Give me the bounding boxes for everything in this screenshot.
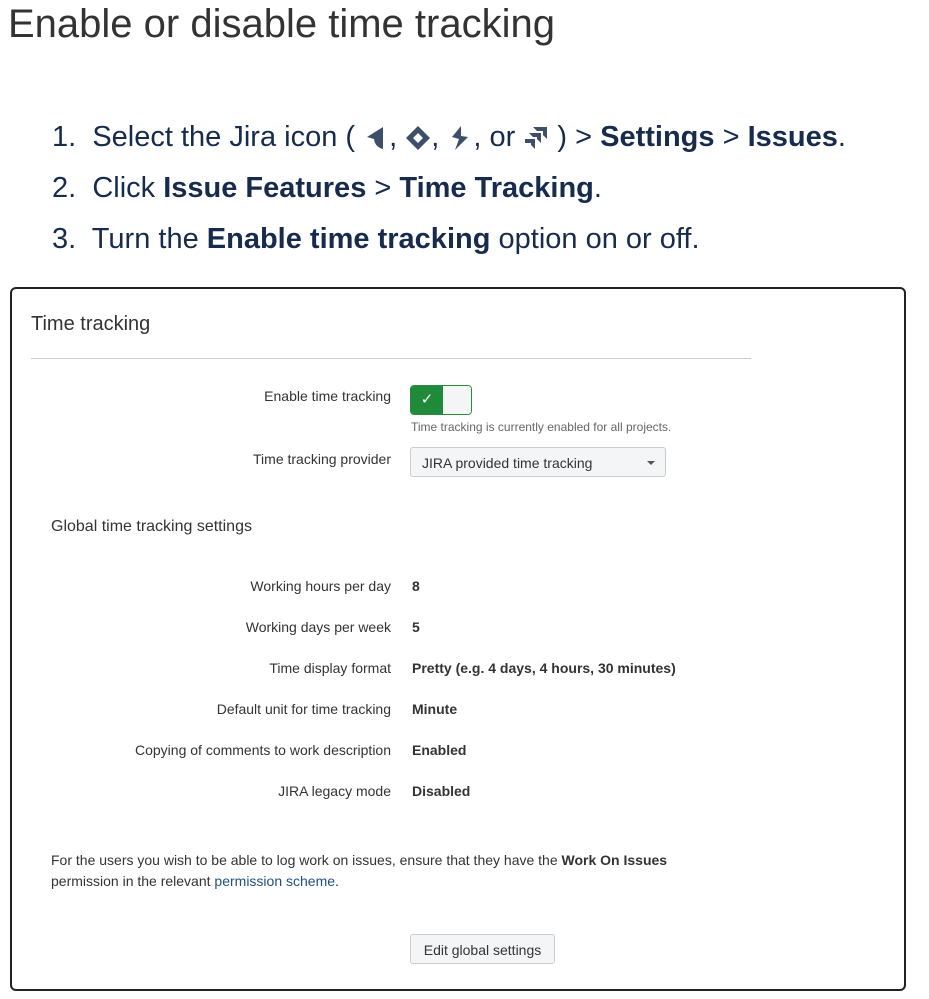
enable-help-text: Time tracking is currently enabled for a… <box>411 420 672 434</box>
time-tracking-screenshot: Time tracking Enable time tracking ✓ Tim… <box>10 287 906 991</box>
provider-value: JIRA provided time tracking <box>422 455 593 471</box>
setting-label: Working hours per day <box>250 578 391 594</box>
toggle-knob <box>443 386 471 414</box>
enable-option-label: Enable time tracking <box>206 223 491 255</box>
jira-core-icon <box>452 126 469 151</box>
jira-service-desk-icon <box>406 126 431 151</box>
setting-label: Copying of comments to work description <box>135 742 391 758</box>
step-3: 3. Turn the Enable time tracking option … <box>52 216 846 267</box>
step-2: 2. Click Issue Features > Time Tracking. <box>52 165 846 216</box>
setting-value: 8 <box>412 578 420 594</box>
issue-features-label: Issue Features <box>163 172 367 204</box>
panel-heading: Time tracking <box>31 313 151 335</box>
comma: , <box>389 121 398 153</box>
global-settings-heading: Global time tracking settings <box>51 518 252 535</box>
setting-label: Time display format <box>269 660 391 676</box>
jira-software-icon <box>367 127 384 150</box>
setting-label: JIRA legacy mode <box>278 783 391 799</box>
period: . <box>837 121 846 153</box>
settings-label: Settings <box>600 121 715 153</box>
jira-ops-icon <box>525 127 548 150</box>
step-text: Turn the <box>91 223 199 255</box>
setting-value: Minute <box>412 701 458 717</box>
step-number: 1. <box>52 121 77 153</box>
step-number: 3. <box>52 223 77 255</box>
or-text: , or <box>473 121 516 153</box>
step-number: 2. <box>52 172 77 204</box>
setting-value: Pretty (e.g. 4 days, 4 hours, 30 minutes… <box>412 660 676 676</box>
period: . <box>335 873 339 889</box>
setting-label: Working days per week <box>245 619 391 635</box>
check-icon: ✓ <box>411 386 443 414</box>
issues-label: Issues <box>747 121 838 153</box>
step-text: Click <box>92 172 156 204</box>
permission-scheme-link[interactable]: permission scheme <box>214 873 336 889</box>
steps-list: 1. Select the Jira icon ( , , , or ) > S… <box>52 114 846 267</box>
enable-label: Enable time tracking <box>264 388 391 404</box>
note-text: permission in the relevant <box>51 873 211 889</box>
separator: > <box>722 121 740 153</box>
comma: , <box>431 121 440 153</box>
step-text: ) > <box>557 121 593 153</box>
chevron-down-icon <box>647 461 655 465</box>
page-title: Enable or disable time tracking <box>8 2 555 46</box>
edit-global-settings-button[interactable]: Edit global settings <box>410 934 555 964</box>
step-1: 1. Select the Jira icon ( , , , or ) > S… <box>52 114 846 165</box>
step-text: option on or off. <box>498 223 700 255</box>
provider-label: Time tracking provider <box>253 451 391 467</box>
enable-time-tracking-toggle[interactable]: ✓ <box>410 385 472 415</box>
setting-value: Disabled <box>412 783 471 799</box>
setting-value: 5 <box>412 619 420 635</box>
divider <box>31 358 751 359</box>
provider-select[interactable]: JIRA provided time tracking <box>410 447 666 477</box>
setting-label: Default unit for time tracking <box>216 701 391 717</box>
setting-value: Enabled <box>412 742 467 758</box>
note-text: For the users you wish to be able to log… <box>51 852 558 868</box>
work-on-issues-label: Work On Issues <box>561 852 668 868</box>
period: . <box>593 172 602 204</box>
separator: > <box>374 172 392 204</box>
step-text: Select the Jira icon ( <box>92 121 356 153</box>
time-tracking-label: Time Tracking <box>399 172 594 204</box>
permission-note: For the users you wish to be able to log… <box>51 850 751 892</box>
